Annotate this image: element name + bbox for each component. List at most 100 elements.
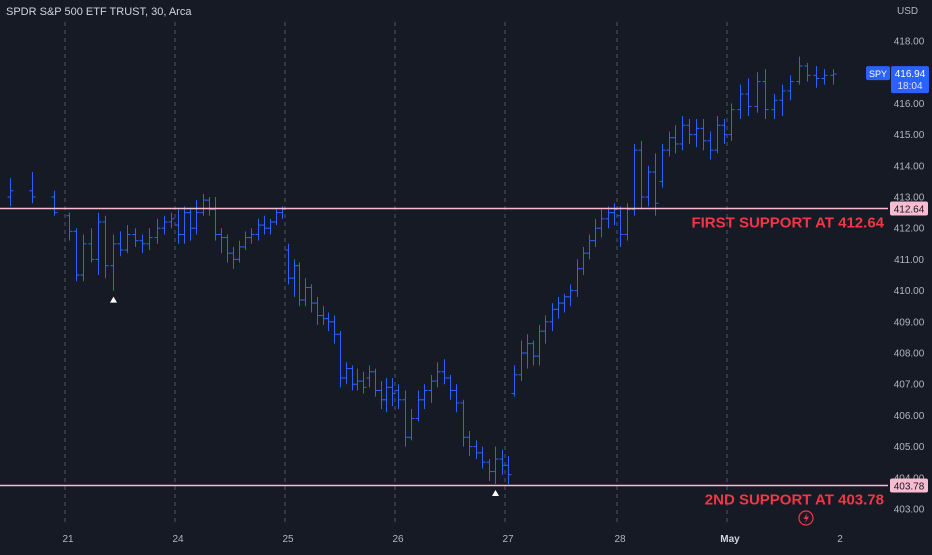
ohlc-bar (187, 209, 194, 241)
ohlc-bar (212, 197, 219, 241)
ohlc-bar (354, 368, 361, 391)
ohlc-bar (813, 65, 820, 88)
time-tick-label: 2 (837, 534, 843, 545)
marker-triangle (110, 296, 117, 303)
support-badge-value: 403.78 (894, 482, 925, 493)
price-tick-label: 407.00 (894, 380, 925, 391)
ohlc-bar (473, 440, 480, 460)
price-tick-label: 412.00 (894, 224, 925, 235)
ohlc-bar (124, 225, 131, 254)
ohlc-bar (611, 203, 618, 226)
ohlc-bar (574, 259, 581, 297)
ohlc-bar (389, 377, 396, 407)
ohlc-bar (549, 303, 556, 332)
ohlc-bar (402, 390, 409, 447)
last-price-value: 416.94 (895, 69, 926, 80)
ohlc-bar (466, 431, 473, 456)
ohlc-bar (95, 212, 102, 275)
ohlc-bar (146, 228, 153, 251)
ohlc-bar (499, 449, 506, 475)
ohlc-bar (714, 115, 721, 154)
ohlc-bar (66, 212, 73, 241)
ohlc-bar (325, 312, 332, 332)
price-tick-label: 414.00 (894, 161, 925, 172)
symbol-title: SPDR S&P 500 ETF TRUST, 30, Arca (6, 6, 192, 18)
price-tick-label: 416.00 (894, 99, 925, 110)
ohlc-bar (754, 72, 761, 113)
price-tick-label: 411.00 (894, 255, 924, 266)
price-tick-label: 403.00 (894, 505, 925, 516)
ohlc-bar (408, 409, 415, 441)
ohlc-bar (779, 84, 786, 116)
flash-icon[interactable] (798, 510, 814, 526)
price-tick-label: 418.00 (894, 37, 925, 48)
ohlc-bar (434, 362, 441, 388)
ohlc-bar (666, 131, 673, 157)
ohlc-bar (230, 246, 237, 269)
ohlc-bar (218, 228, 225, 254)
ohlc-bar (721, 119, 728, 144)
ohlc-bar (737, 84, 744, 119)
price-tick-label: 406.00 (894, 411, 925, 422)
ohlc-bar (349, 365, 356, 391)
ohlc-bar (296, 262, 303, 307)
currency-label: USD (897, 6, 919, 17)
last-price-badge (891, 66, 929, 94)
ohlc-bar (567, 284, 574, 307)
ohlc-bar (80, 234, 87, 282)
ohlc-bar (745, 78, 752, 116)
ohlc-bar (168, 212, 175, 229)
time-tick-label: 26 (392, 534, 404, 545)
ohlc-bar (645, 165, 652, 207)
ohlc-bar (320, 306, 327, 325)
ohlc-bar (395, 384, 402, 410)
time-axis[interactable]: 21 24 25 26 27 28 May 2 (62, 534, 843, 545)
ohlc-bar (117, 231, 124, 257)
ohlc-bar (518, 340, 525, 382)
bar-countdown: 18:04 (897, 81, 922, 92)
ohlc-bar (29, 172, 36, 204)
ohlc-bar (804, 62, 811, 82)
support-badge (890, 478, 928, 493)
ohlc-bar (378, 381, 385, 410)
ohlc-bar (343, 362, 350, 385)
ohlc-bar (372, 368, 379, 397)
ohlc-bar (248, 228, 255, 244)
ohlc-bar (206, 197, 213, 216)
ohlc-bar (224, 234, 231, 263)
ohlc-bar (161, 215, 168, 235)
ohlc-bars (7, 56, 837, 485)
ohlc-bar (542, 315, 549, 344)
ohlc-bar (624, 203, 631, 241)
ticker-badge (866, 66, 890, 81)
support-lines: FIRST SUPPORT AT 412.64 2ND SUPPORT AT 40… (0, 207, 888, 509)
support-annotation: 2ND SUPPORT AT 403.78 (705, 492, 884, 509)
ohlc-bar (830, 69, 837, 85)
price-tick-label: 408.00 (894, 349, 925, 360)
ohlc-bar (415, 390, 422, 422)
ohlc-bar (605, 206, 612, 229)
ohlc-bar (486, 459, 493, 481)
ohlc-bar (679, 115, 686, 151)
ohlc-bar (193, 200, 200, 235)
ohlc-bar (555, 296, 562, 319)
ohlc-bar (314, 296, 321, 325)
price-tick-label: 410.00 (894, 286, 925, 297)
ohlc-bar (700, 119, 707, 151)
price-tick-label: 405.00 (894, 442, 925, 453)
price-axis[interactable]: 403.00404.00405.00406.00407.00408.00409.… (894, 37, 925, 516)
ohlc-bar (580, 246, 587, 275)
ohlc-bar (360, 371, 367, 394)
marker-triangle (492, 490, 499, 497)
support-badge-value: 412.64 (894, 205, 925, 216)
time-tick-label: May (720, 534, 740, 545)
ohlc-bar (638, 140, 645, 210)
ohlc-bar (273, 209, 280, 226)
ohlc-bar (586, 234, 593, 260)
ohlc-bar (428, 374, 435, 403)
ohlc-bar (505, 455, 512, 485)
ohlc-bar (267, 218, 274, 235)
ohlc-bar (139, 234, 146, 254)
